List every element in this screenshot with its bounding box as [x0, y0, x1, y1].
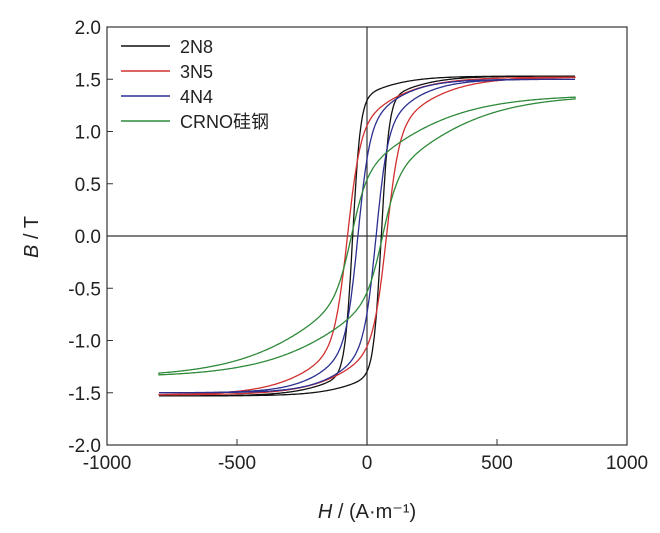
x-axis-title: H / (A·m⁻¹) [318, 501, 416, 523]
series-crno-loop [158, 96, 576, 376]
y-tick-label: 0.5 [75, 175, 101, 196]
x-tick-label: -500 [218, 453, 256, 474]
legend-label: 4N4 [180, 87, 213, 107]
legend-label: 2N8 [180, 37, 213, 57]
y-axis-title: B / T [21, 216, 43, 258]
y-tick-label: -1.0 [68, 332, 101, 353]
series-4n4-loop [159, 78, 575, 394]
x-tick-label: 0 [362, 453, 373, 474]
x-tick-label: 500 [481, 453, 513, 474]
y-tick-label: -0.5 [68, 279, 101, 300]
y-tick-label: 2.0 [75, 18, 101, 39]
y-tick-label: 1.5 [75, 70, 101, 91]
x-tick-label: -1000 [83, 453, 132, 474]
y-tick-label: -2.0 [68, 436, 101, 457]
y-tick-label: 0.0 [75, 227, 101, 248]
series-2n8-loop [159, 75, 575, 397]
x-tick-label: 1000 [606, 453, 648, 474]
legend-label: CRNO硅钢 [180, 112, 269, 132]
y-tick-label: 1.0 [75, 123, 101, 144]
legend-label: 3N5 [180, 62, 213, 82]
y-tick-label: -1.5 [68, 384, 101, 405]
